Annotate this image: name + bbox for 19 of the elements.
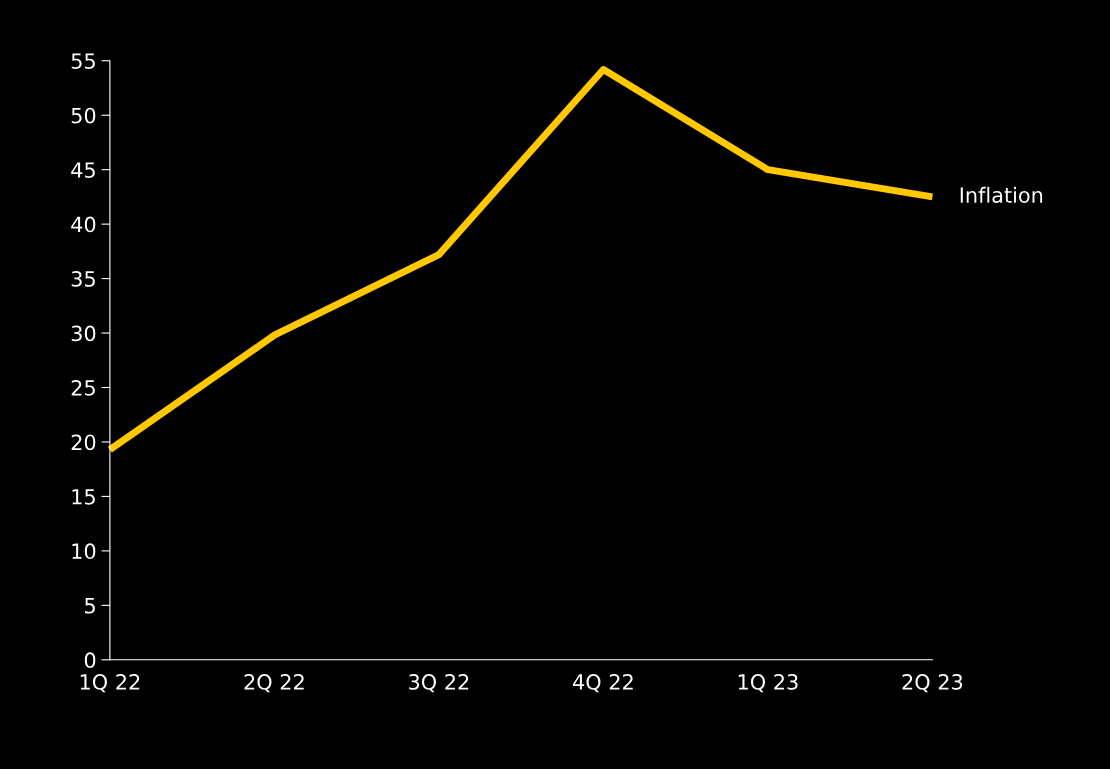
y-tick-label: 5: [85, 598, 95, 614]
series-label: Inflation: [960, 186, 1043, 203]
y-tick-label: 15: [72, 489, 95, 505]
y-tick-label: 25: [71, 379, 95, 396]
y-tick-label: 10: [72, 543, 96, 560]
y-tick-label: 45: [71, 162, 95, 178]
x-tick-label: 2Q 23: [902, 674, 963, 693]
x-tick-label: 1Q 23: [738, 674, 798, 693]
y-tick-label: 55: [71, 53, 95, 69]
x-tick-label: 1Q 22: [80, 674, 140, 693]
y-tick-label: 40: [71, 216, 96, 233]
x-tick-label: 4Q 22: [573, 674, 633, 693]
y-tick-label: 20: [71, 434, 96, 451]
x-tick-label: 2Q 22: [244, 674, 304, 693]
y-tick-label: 50: [71, 107, 96, 124]
x-tick-label: 3Q 22: [409, 674, 469, 693]
y-tick-label: 0: [84, 652, 96, 669]
y-tick-label: 35: [71, 271, 95, 287]
y-tick-label: 30: [71, 325, 96, 342]
